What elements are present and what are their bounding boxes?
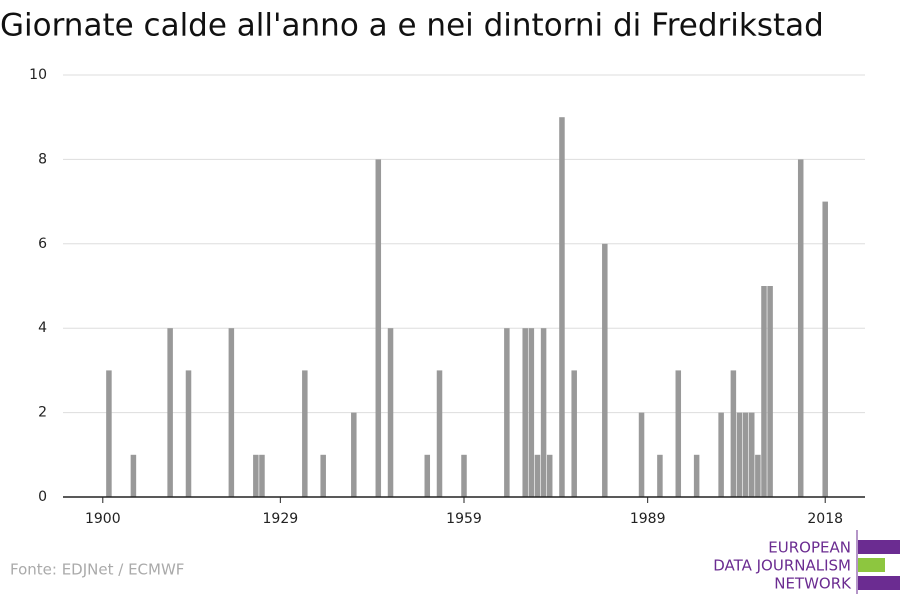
logo-bar	[858, 558, 885, 572]
bar	[693, 454, 700, 497]
bar	[387, 328, 394, 497]
x-tick-label: 1929	[263, 511, 299, 527]
bar	[130, 454, 137, 497]
bar	[767, 286, 773, 497]
bar	[638, 412, 645, 497]
bar	[730, 370, 737, 497]
bar	[351, 412, 357, 497]
bar	[742, 412, 749, 497]
bar	[185, 370, 192, 497]
y-tick-label: 10	[29, 67, 47, 83]
y-tick-label: 4	[38, 320, 47, 336]
chart-title: Giornate calde all'anno a e nei dintorni…	[0, 8, 824, 44]
bar	[436, 370, 443, 497]
x-tick-label: 2018	[807, 511, 843, 527]
bar	[259, 454, 265, 497]
bar	[755, 454, 761, 497]
bar	[528, 328, 535, 497]
bar	[718, 412, 724, 497]
bar	[540, 328, 547, 497]
logo-text: NETWORK	[774, 575, 852, 593]
bar	[253, 454, 259, 497]
bar	[571, 370, 577, 497]
bar	[822, 201, 828, 497]
bar	[504, 328, 510, 497]
bar	[461, 454, 467, 497]
logo-bar	[858, 576, 900, 590]
bar	[375, 159, 382, 497]
x-tick-label: 1959	[446, 511, 482, 527]
bar	[546, 454, 553, 497]
bar	[522, 328, 528, 497]
bar	[424, 454, 431, 497]
bar	[559, 117, 565, 497]
logo-text: EUROPEAN	[768, 539, 851, 557]
logo-text: DATA JOURNALISM	[713, 557, 851, 575]
y-tick-label: 6	[38, 236, 47, 252]
bar	[736, 412, 743, 497]
bar	[302, 370, 308, 497]
logo: EUROPEAN DATA JOURNALISM NETWORK	[713, 530, 900, 594]
bar	[320, 454, 326, 497]
y-tick-label: 8	[38, 151, 47, 167]
bar	[228, 328, 235, 497]
bar	[675, 370, 682, 497]
bar	[534, 454, 541, 497]
bar	[761, 286, 767, 497]
source: Fonte: EDJNet / ECMWF	[10, 561, 184, 579]
logo-bar	[858, 540, 900, 554]
bar	[748, 412, 755, 497]
bar	[167, 328, 173, 497]
bar	[657, 454, 663, 497]
bar	[602, 243, 608, 497]
y-tick-label: 2	[38, 405, 47, 421]
x-tick-label: 1989	[630, 511, 666, 527]
bar	[797, 159, 804, 497]
bar	[106, 370, 112, 497]
x-tick-label: 1900	[85, 511, 121, 527]
y-tick-label: 0	[38, 489, 47, 505]
